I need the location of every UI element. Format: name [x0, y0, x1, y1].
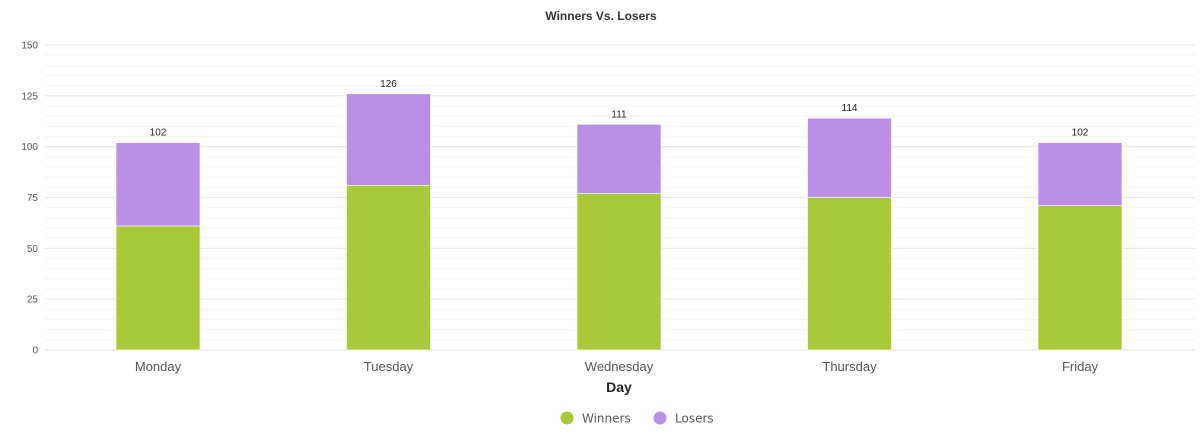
y-tick-label: 125 [21, 91, 38, 102]
bar-winners-monday [115, 225, 201, 351]
chart-title: Winners Vs. Losers [545, 9, 657, 23]
bar-losers-thursday [807, 117, 892, 198]
total-label-tuesday: 126 [380, 79, 397, 90]
y-tick-label: 100 [21, 142, 38, 153]
bar-losers-tuesday [346, 93, 431, 186]
x-axis: Monday Tuesday Wednesday Thursday Friday [135, 359, 1099, 374]
y-tick-label: 25 [27, 295, 39, 306]
bar-winners-wednesday [576, 193, 662, 351]
total-labels: 102 126 111 114 102 [150, 79, 1089, 139]
total-label-wednesday: 111 [611, 109, 627, 120]
y-tick-label: 50 [27, 244, 39, 255]
bar-winners-friday [1037, 205, 1123, 351]
x-tick-label: Wednesday [585, 359, 654, 374]
y-tick-label: 75 [27, 193, 39, 204]
bar-winners-tuesday [346, 185, 431, 351]
x-tick-label: Tuesday [364, 359, 414, 374]
bar-losers-monday [115, 142, 201, 227]
x-tick-label: Monday [135, 359, 182, 374]
x-axis-title: Day [606, 379, 632, 395]
legend-label-winners[interactable]: Winners [582, 412, 631, 426]
bar-winners-thursday [807, 197, 892, 351]
bar-losers-wednesday [576, 124, 662, 194]
y-axis: 0 25 50 75 100 125 150 [21, 41, 38, 357]
legend-label-losers[interactable]: Losers [675, 412, 714, 426]
y-tick-label: 0 [32, 346, 38, 357]
x-tick-label: Friday [1062, 359, 1099, 374]
x-tick-label: Thursday [822, 359, 877, 374]
total-label-thursday: 114 [842, 103, 858, 114]
bar-losers-friday [1037, 142, 1123, 206]
bars [115, 93, 1123, 351]
legend: Winners Losers [560, 411, 714, 426]
total-label-friday: 102 [1072, 128, 1089, 139]
total-label-monday: 102 [150, 128, 167, 139]
legend-marker-winners [560, 411, 574, 425]
y-tick-label: 150 [21, 41, 38, 52]
legend-marker-losers [653, 411, 667, 425]
